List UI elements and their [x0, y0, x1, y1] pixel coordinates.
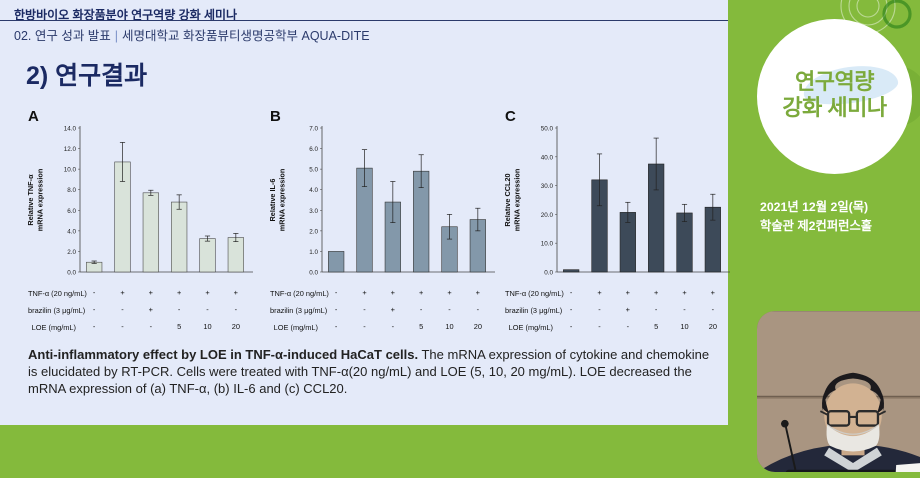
svg-text:3.0: 3.0 — [309, 208, 318, 215]
svg-text:4.0: 4.0 — [309, 187, 318, 194]
svg-text:2.0: 2.0 — [309, 228, 318, 235]
svg-text:20.0: 20.0 — [541, 212, 554, 219]
svg-text:2.0: 2.0 — [67, 249, 76, 256]
svg-text:30.0: 30.0 — [541, 183, 554, 190]
svg-text:12.0: 12.0 — [64, 146, 77, 153]
svg-text:Relative IL-6: Relative IL-6 — [270, 179, 277, 222]
svg-text:4.0: 4.0 — [67, 228, 76, 235]
svg-text:mRNA expression: mRNA expression — [278, 169, 287, 232]
svg-text:6.0: 6.0 — [67, 208, 76, 215]
svg-text:8.0: 8.0 — [67, 187, 76, 194]
svg-text:0.0: 0.0 — [309, 270, 318, 277]
svg-text:Relative TNF-α: Relative TNF-α — [28, 174, 35, 226]
svg-text:1.0: 1.0 — [309, 249, 318, 256]
svg-text:10.0: 10.0 — [64, 167, 77, 174]
svg-text:14.0: 14.0 — [64, 126, 77, 133]
svg-text:0.0: 0.0 — [67, 270, 76, 277]
svg-text:6.0: 6.0 — [309, 146, 318, 153]
svg-text:mRNA expression: mRNA expression — [36, 169, 45, 232]
svg-text:Relative CCL20: Relative CCL20 — [505, 173, 512, 226]
svg-text:7.0: 7.0 — [309, 126, 318, 133]
svg-text:50.0: 50.0 — [541, 126, 554, 133]
svg-text:0.0: 0.0 — [544, 270, 553, 277]
svg-text:5.0: 5.0 — [309, 167, 318, 174]
svg-text:10.0: 10.0 — [541, 241, 554, 248]
svg-text:40.0: 40.0 — [541, 154, 554, 161]
svg-text:mRNA expression: mRNA expression — [513, 169, 522, 232]
